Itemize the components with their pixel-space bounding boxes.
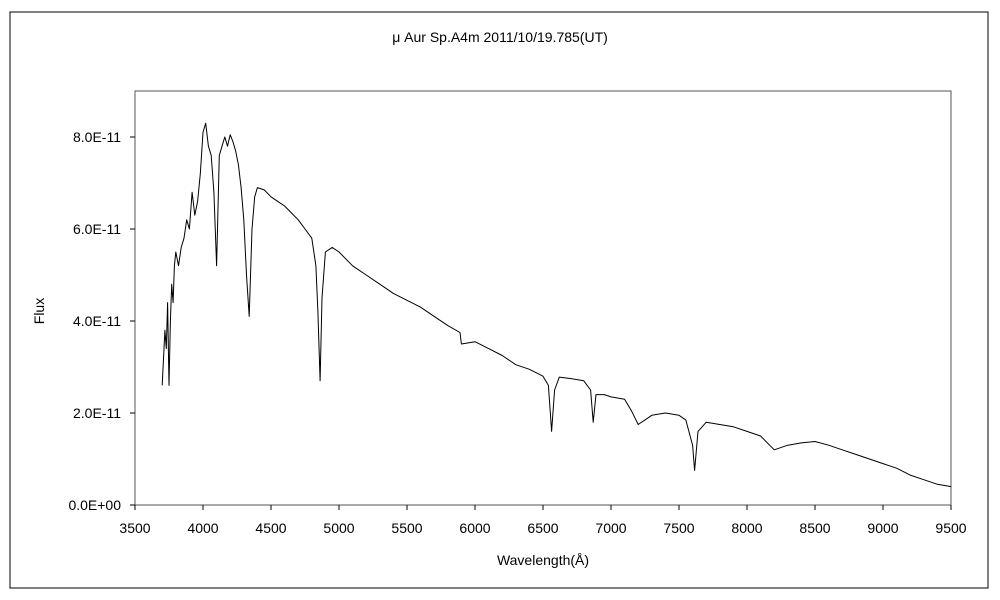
outer-frame	[9, 11, 989, 589]
y-tick-label: 0.0E+00	[68, 497, 121, 513]
series-layer	[161, 122, 952, 488]
x-tick-label: 9000	[867, 520, 898, 536]
x-tick-label: 7500	[663, 520, 694, 536]
x-tick-label: 6000	[459, 520, 490, 536]
y-tick-label: 6.0E-11	[73, 221, 121, 237]
x-tick-label: 5000	[323, 520, 354, 536]
y-tick-label: 2.0E-11	[73, 405, 121, 421]
x-tick-label: 6500	[527, 520, 558, 536]
y-tick-label: 8.0E-11	[73, 129, 121, 145]
y-axis-ticks: 0.0E+00 2.0E-11 4.0E-11 6.0E-11 8.0E-11	[68, 129, 135, 513]
x-tick-label: 8500	[799, 520, 830, 536]
spectrum-line	[161, 122, 952, 488]
x-tick-label: 5500	[391, 520, 422, 536]
x-axis-label: Wavelength(Å)	[497, 552, 589, 568]
x-tick-label: 4000	[187, 520, 218, 536]
y-tick-label: 4.0E-11	[73, 313, 121, 329]
x-tick-label: 7000	[595, 520, 626, 536]
x-tick-label: 4500	[255, 520, 286, 536]
x-axis-ticks: 3500 4000 4500 5000 5500 6000 6500 7000 7500 8000…	[119, 505, 967, 536]
y-axis-label: Flux	[31, 298, 47, 324]
x-tick-label: 3500	[119, 520, 150, 536]
x-tick-label: 9500	[935, 520, 966, 536]
x-tick-label: 8000	[731, 520, 762, 536]
chart-title: μ Aur Sp.A4m 2011/10/19.785(UT)	[392, 29, 608, 45]
